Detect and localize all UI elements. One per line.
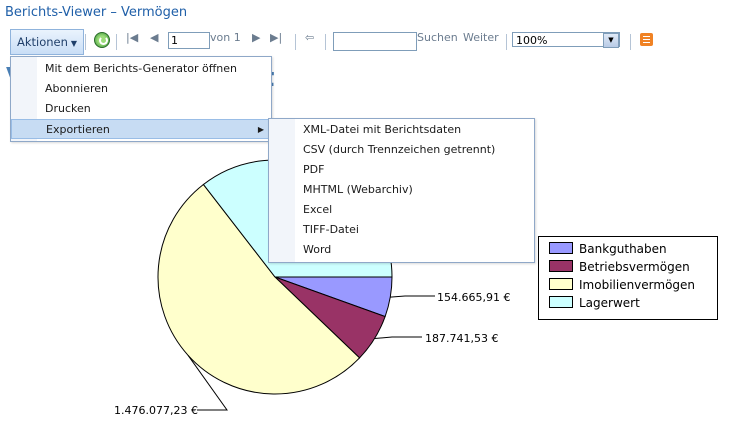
toolbar-separator bbox=[630, 34, 631, 50]
actions-menu-button[interactable]: Aktionen ▼ bbox=[10, 29, 85, 55]
page-count-label: von 1 bbox=[210, 31, 241, 44]
menu-item-label: CSV (durch Trennzeichen getrennt) bbox=[303, 143, 496, 156]
toolbar-separator bbox=[85, 34, 86, 50]
chevron-down-icon: ▼ bbox=[70, 39, 78, 48]
menu-item-label: MHTML (Webarchiv) bbox=[303, 183, 413, 196]
report-toolbar: Aktionen▼ |◀ ◀ von 1 ▶ ▶| ⇦ Suchen Weite… bbox=[8, 28, 728, 56]
data-label: 154.665,91 € bbox=[437, 291, 511, 304]
menu-item-label: TIFF-Datei bbox=[303, 223, 359, 236]
legend-item: Bankguthaben bbox=[549, 241, 667, 258]
menu-gutter bbox=[269, 119, 295, 262]
menu-item-export-mhtml[interactable]: MHTML (Webarchiv) bbox=[269, 180, 534, 200]
menu-item-print[interactable]: Drucken bbox=[11, 99, 271, 119]
data-label: 187.741,53 € bbox=[425, 332, 499, 345]
data-label: 1.476.077,23 € bbox=[114, 404, 198, 417]
menu-item-label: PDF bbox=[303, 163, 325, 176]
menu-item-export-excel[interactable]: Excel bbox=[269, 200, 534, 220]
leader-line bbox=[390, 295, 435, 298]
menu-item-label: Abonnieren bbox=[45, 82, 109, 95]
actions-label: Aktionen bbox=[17, 35, 68, 49]
leader-line bbox=[187, 354, 228, 411]
leader-line bbox=[374, 336, 422, 340]
chevron-down-icon[interactable]: ▼ bbox=[603, 33, 619, 48]
pie-slice-bankguthaben bbox=[274, 276, 393, 318]
menu-item-label: Exportieren bbox=[46, 123, 110, 136]
toolbar-separator bbox=[116, 34, 117, 50]
back-to-parent-icon[interactable]: ⇦ bbox=[305, 31, 315, 44]
legend-swatch bbox=[549, 242, 573, 254]
legend-label: Bankguthaben bbox=[579, 242, 667, 256]
menu-item-label: Word bbox=[303, 243, 332, 256]
toolbar-separator bbox=[506, 34, 507, 50]
toolbar-separator bbox=[295, 34, 296, 50]
search-button[interactable]: Suchen bbox=[417, 31, 458, 44]
legend-swatch bbox=[549, 278, 573, 290]
toolbar-separator bbox=[325, 34, 326, 50]
menu-item-label: XML-Datei mit Berichtsdaten bbox=[303, 123, 462, 136]
menu-item-subscribe[interactable]: Abonnieren bbox=[11, 79, 271, 99]
legend-item: Lagerwert bbox=[549, 295, 640, 312]
menu-item-export[interactable]: Exportieren ▶ bbox=[11, 119, 271, 139]
first-page-icon[interactable]: |◀ bbox=[126, 31, 139, 44]
zoom-select[interactable]: 100% ▼ bbox=[512, 32, 620, 48]
previous-page-icon[interactable]: ◀ bbox=[150, 31, 159, 44]
legend-label: Lagerwert bbox=[579, 296, 640, 310]
zoom-value: 100% bbox=[516, 34, 548, 47]
export-submenu: XML-Datei mit Berichtsdaten CSV (durch T… bbox=[268, 118, 535, 263]
menu-item-label: Mit dem Berichts-Generator öffnen bbox=[45, 62, 238, 75]
legend-label: Betriebsvermögen bbox=[579, 260, 690, 274]
page-number-input[interactable] bbox=[168, 32, 210, 49]
search-next-button[interactable]: Weiter bbox=[463, 31, 499, 44]
legend-label: Imobilienvermögen bbox=[579, 278, 696, 292]
legend-swatch bbox=[549, 260, 573, 272]
legend-swatch bbox=[549, 296, 573, 308]
next-page-icon[interactable]: ▶ bbox=[252, 31, 261, 44]
atom-feed-icon[interactable] bbox=[640, 33, 653, 46]
last-page-icon[interactable]: ▶| bbox=[270, 31, 283, 44]
menu-item-export-tiff[interactable]: TIFF-Datei bbox=[269, 220, 534, 240]
menu-item-open-report-builder[interactable]: Mit dem Berichts-Generator öffnen bbox=[11, 59, 271, 79]
search-input[interactable] bbox=[333, 32, 417, 51]
window-title: Berichts-Viewer – Vermögen bbox=[5, 5, 188, 20]
legend-item: Betriebsvermögen bbox=[549, 259, 690, 276]
actions-menu: Mit dem Berichts-Generator öffnen Abonni… bbox=[10, 56, 272, 142]
legend-item: Imobilienvermögen bbox=[549, 277, 695, 294]
submenu-arrow-icon: ▶ bbox=[257, 125, 264, 134]
menu-item-export-word[interactable]: Word bbox=[269, 240, 534, 260]
chart-legend: Bankguthaben Betriebsvermögen Imobilienv… bbox=[538, 236, 718, 320]
menu-item-export-pdf[interactable]: PDF bbox=[269, 160, 534, 180]
pie-slice-betriebsvermögen bbox=[274, 276, 386, 359]
refresh-icon[interactable] bbox=[94, 32, 110, 48]
menu-item-export-csv[interactable]: CSV (durch Trennzeichen getrennt) bbox=[269, 140, 534, 160]
menu-item-label: Drucken bbox=[45, 102, 91, 115]
menu-item-export-xml[interactable]: XML-Datei mit Berichtsdaten bbox=[269, 120, 534, 140]
menu-item-label: Excel bbox=[303, 203, 333, 216]
